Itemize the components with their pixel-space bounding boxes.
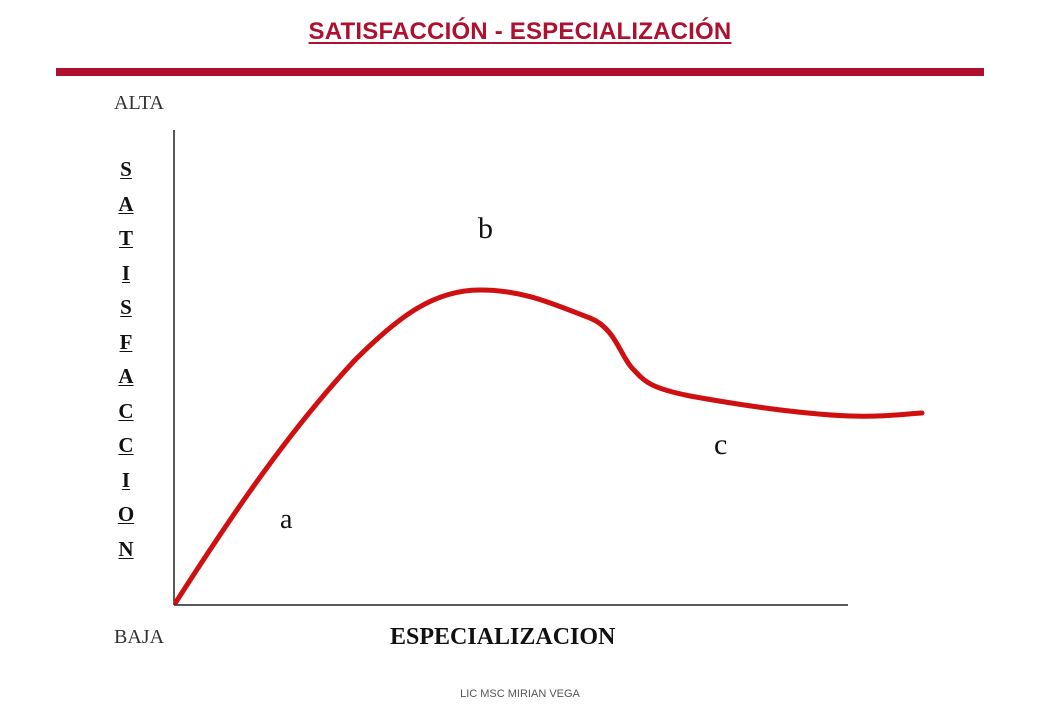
y-axis-letter: I bbox=[121, 467, 131, 492]
y-axis-letter: N bbox=[118, 536, 134, 561]
point-label-b: b bbox=[478, 212, 493, 245]
footer-credit: LIC MSC MIRIAN VEGA bbox=[460, 688, 580, 700]
point-label-a: a bbox=[280, 504, 293, 535]
y-axis-label: S A T I S F A C C I O N bbox=[104, 152, 148, 566]
satisfaction-curve bbox=[173, 287, 925, 605]
y-axis-letter: F bbox=[119, 329, 133, 354]
y-axis-low-label: BAJA bbox=[114, 626, 165, 648]
slide-title: SATISFACCIÓN - ESPECIALIZACIÓN bbox=[308, 18, 732, 45]
y-axis-letter: S bbox=[120, 157, 132, 181]
y-axis-letter: I bbox=[121, 260, 131, 285]
y-axis-letter: C bbox=[118, 398, 134, 423]
x-axis-label: ESPECIALIZACION bbox=[390, 624, 616, 650]
y-axis-letter: A bbox=[118, 364, 134, 388]
y-axis-letter: O bbox=[117, 502, 135, 526]
y-axis-letter: A bbox=[118, 191, 134, 216]
y-axis-high-label: ALTA bbox=[114, 92, 164, 114]
y-axis-letter: C bbox=[118, 433, 134, 457]
y-axis-letter: S bbox=[120, 295, 132, 319]
y-axis-letter: T bbox=[118, 226, 133, 250]
point-label-c: c bbox=[714, 428, 727, 461]
title-divider bbox=[56, 68, 984, 76]
